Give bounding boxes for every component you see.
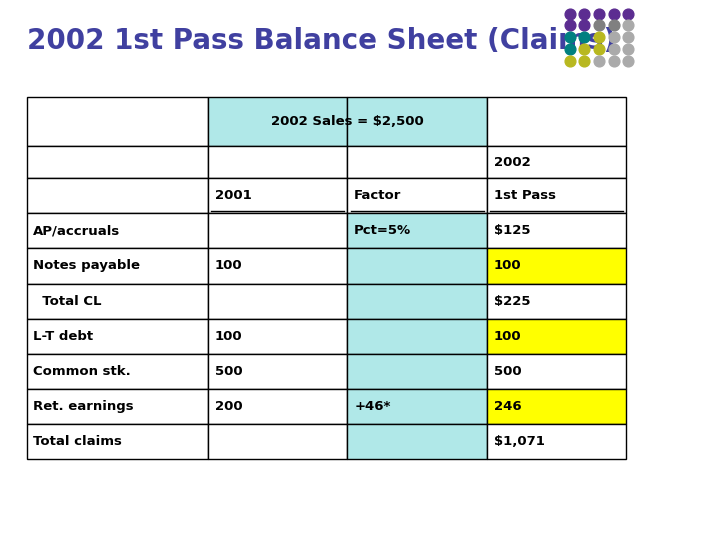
Bar — [27, 354, 208, 389]
Bar — [27, 97, 208, 146]
Bar — [487, 146, 626, 178]
Bar — [348, 248, 487, 284]
Text: 2002 Sales = $2,500: 2002 Sales = $2,500 — [271, 115, 424, 128]
Bar — [208, 178, 348, 213]
Bar — [27, 248, 208, 284]
Bar — [487, 424, 626, 459]
Bar — [208, 213, 348, 248]
Bar — [208, 146, 348, 178]
Text: 200: 200 — [215, 400, 242, 413]
Text: Common stk.: Common stk. — [33, 364, 131, 378]
Bar — [208, 424, 348, 459]
Bar — [348, 213, 487, 248]
Bar — [348, 146, 487, 178]
Text: Ret. earnings: Ret. earnings — [33, 400, 134, 413]
Text: +46*: +46* — [354, 400, 390, 413]
Bar — [487, 284, 626, 319]
Bar — [27, 389, 208, 424]
Text: Factor: Factor — [354, 189, 402, 202]
Text: $1,071: $1,071 — [494, 435, 544, 448]
Text: Notes payable: Notes payable — [33, 259, 140, 273]
Bar — [348, 178, 487, 213]
Bar — [208, 389, 348, 424]
Text: 500: 500 — [494, 364, 521, 378]
Text: 246: 246 — [494, 400, 521, 413]
Bar — [208, 319, 348, 354]
Bar — [487, 248, 626, 284]
Bar — [27, 284, 208, 319]
Text: $125: $125 — [494, 224, 530, 238]
Bar — [208, 248, 348, 284]
Bar — [348, 319, 487, 354]
Text: Pct=5%: Pct=5% — [354, 224, 411, 238]
Bar — [208, 284, 348, 319]
Bar — [27, 146, 208, 178]
Text: $225: $225 — [494, 294, 530, 308]
Bar — [348, 389, 487, 424]
Bar — [348, 97, 487, 146]
Bar — [27, 319, 208, 354]
Bar — [487, 389, 626, 424]
Text: Total claims: Total claims — [33, 435, 122, 448]
Text: 100: 100 — [215, 329, 242, 343]
Bar — [487, 213, 626, 248]
Bar — [487, 178, 626, 213]
Bar — [487, 97, 626, 146]
Text: 2002 1st Pass Balance Sheet (Claims): 2002 1st Pass Balance Sheet (Claims) — [27, 27, 616, 55]
Bar — [487, 354, 626, 389]
Bar — [348, 354, 487, 389]
Bar — [348, 424, 487, 459]
Bar — [487, 319, 626, 354]
Text: 100: 100 — [494, 259, 521, 273]
Text: AP/accruals: AP/accruals — [33, 224, 120, 238]
Text: 1st Pass: 1st Pass — [494, 189, 556, 202]
Text: Total CL: Total CL — [33, 294, 102, 308]
Text: L-T debt: L-T debt — [33, 329, 94, 343]
Text: 2002: 2002 — [494, 156, 531, 168]
Text: 100: 100 — [494, 329, 521, 343]
Bar — [27, 178, 208, 213]
Text: 500: 500 — [215, 364, 242, 378]
Bar — [27, 213, 208, 248]
Text: 2001: 2001 — [215, 189, 251, 202]
Bar — [27, 424, 208, 459]
Bar — [208, 354, 348, 389]
Text: 100: 100 — [215, 259, 242, 273]
Bar — [348, 284, 487, 319]
Bar — [208, 97, 348, 146]
